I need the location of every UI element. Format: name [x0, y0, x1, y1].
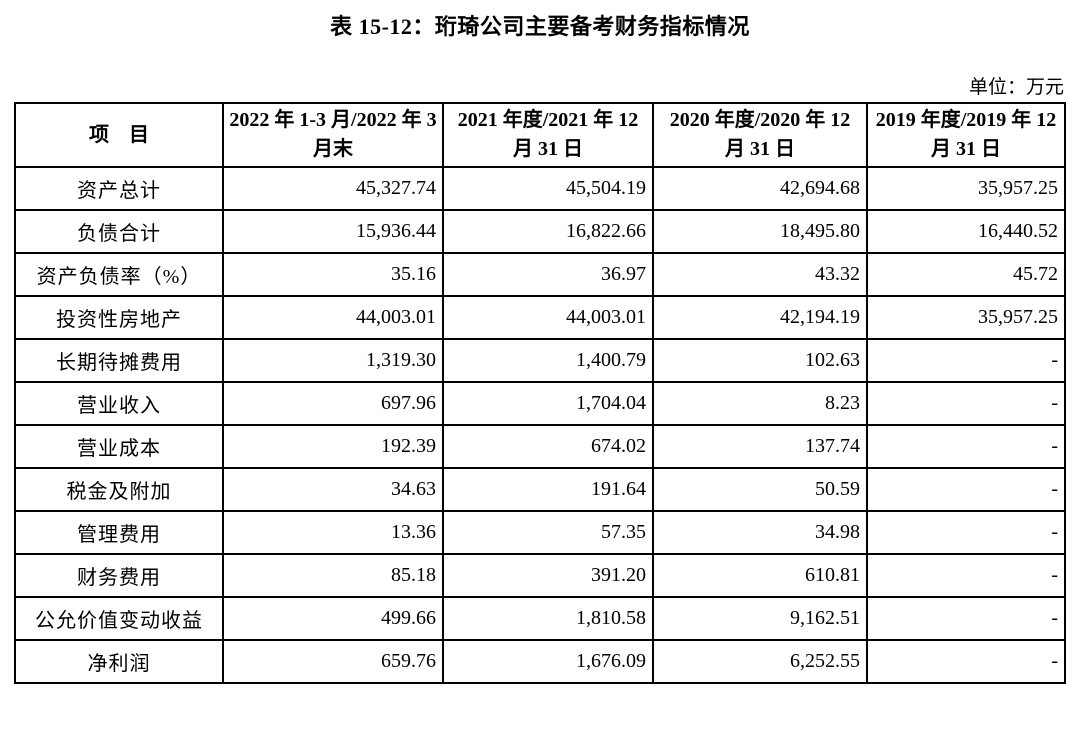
row-item-label: 公允价值变动收益: [14, 596, 224, 641]
cell-value: 15,936.44: [222, 209, 444, 254]
row-item-label: 净利润: [14, 639, 224, 684]
cell-value: 50.59: [652, 467, 868, 512]
cell-value: 35.16: [222, 252, 444, 297]
table-row: 营业成本 192.39 674.02 137.74 -: [14, 424, 1066, 469]
cell-value: 45.72: [866, 252, 1066, 297]
cell-value: 191.64: [442, 467, 654, 512]
cell-value: 36.97: [442, 252, 654, 297]
table-row: 长期待摊费用 1,319.30 1,400.79 102.63 -: [14, 338, 1066, 383]
table-row: 公允价值变动收益 499.66 1,810.58 9,162.51 -: [14, 596, 1066, 641]
header-period-2021: 2021 年度/2021 年 12 月 31 日: [442, 102, 654, 168]
cell-value: 34.63: [222, 467, 444, 512]
cell-value: 192.39: [222, 424, 444, 469]
cell-value: 16,440.52: [866, 209, 1066, 254]
header-period-2019: 2019 年度/2019 年 12 月 31 日: [866, 102, 1066, 168]
cell-value: 85.18: [222, 553, 444, 598]
cell-value: 610.81: [652, 553, 868, 598]
cell-value: 45,504.19: [442, 166, 654, 211]
row-item-label: 税金及附加: [14, 467, 224, 512]
row-item-label: 管理费用: [14, 510, 224, 555]
table-row: 净利润 659.76 1,676.09 6,252.55 -: [14, 639, 1066, 684]
cell-value: 1,676.09: [442, 639, 654, 684]
unit-note: 单位：万元: [968, 77, 1064, 98]
header-item: 项 目: [14, 102, 224, 168]
cell-value: 34.98: [652, 510, 868, 555]
cell-value: 1,810.58: [442, 596, 654, 641]
cell-value: 44,003.01: [222, 295, 444, 340]
table-header-row: 项 目 2022 年 1-3 月/2022 年 3 月末 2021 年度/202…: [14, 102, 1066, 168]
cell-value: -: [866, 639, 1066, 684]
row-item-label: 负债合计: [14, 209, 224, 254]
cell-value: 44,003.01: [442, 295, 654, 340]
table-row: 资产总计 45,327.74 45,504.19 42,694.68 35,95…: [14, 166, 1066, 211]
row-item-label: 营业成本: [14, 424, 224, 469]
table-row: 财务费用 85.18 391.20 610.81 -: [14, 553, 1066, 598]
cell-value: -: [866, 553, 1066, 598]
cell-value: 45,327.74: [222, 166, 444, 211]
cell-value: 1,704.04: [442, 381, 654, 426]
table-row: 资产负债率（%） 35.16 36.97 43.32 45.72: [14, 252, 1066, 297]
cell-value: -: [866, 510, 1066, 555]
table-row: 税金及附加 34.63 191.64 50.59 -: [14, 467, 1066, 512]
row-item-label: 长期待摊费用: [14, 338, 224, 383]
cell-value: 659.76: [222, 639, 444, 684]
cell-value: 1,400.79: [442, 338, 654, 383]
cell-value: -: [866, 467, 1066, 512]
header-period-2020: 2020 年度/2020 年 12 月 31 日: [652, 102, 868, 168]
cell-value: -: [866, 596, 1066, 641]
header-period-2022: 2022 年 1-3 月/2022 年 3 月末: [222, 102, 444, 168]
cell-value: 1,319.30: [222, 338, 444, 383]
row-item-label: 投资性房地产: [14, 295, 224, 340]
cell-value: 35,957.25: [866, 295, 1066, 340]
table-row: 营业收入 697.96 1,704.04 8.23 -: [14, 381, 1066, 426]
row-item-label: 财务费用: [14, 553, 224, 598]
table-title: 表 15-12：珩琦公司主要备考财务指标情况: [330, 14, 750, 39]
cell-value: 13.36: [222, 510, 444, 555]
cell-value: 674.02: [442, 424, 654, 469]
cell-value: 9,162.51: [652, 596, 868, 641]
cell-value: -: [866, 381, 1066, 426]
cell-value: 57.35: [442, 510, 654, 555]
financial-indicators-table: 项 目 2022 年 1-3 月/2022 年 3 月末 2021 年度/202…: [14, 102, 1066, 684]
cell-value: 137.74: [652, 424, 868, 469]
cell-value: 697.96: [222, 381, 444, 426]
cell-value: -: [866, 424, 1066, 469]
row-item-label: 资产总计: [14, 166, 224, 211]
row-item-label: 营业收入: [14, 381, 224, 426]
row-item-label: 资产负债率（%）: [14, 252, 224, 297]
table-row: 投资性房地产 44,003.01 44,003.01 42,194.19 35,…: [14, 295, 1066, 340]
cell-value: 6,252.55: [652, 639, 868, 684]
cell-value: 42,194.19: [652, 295, 868, 340]
table-row: 负债合计 15,936.44 16,822.66 18,495.80 16,44…: [14, 209, 1066, 254]
cell-value: 8.23: [652, 381, 868, 426]
cell-value: 102.63: [652, 338, 868, 383]
cell-value: 16,822.66: [442, 209, 654, 254]
cell-value: 43.32: [652, 252, 868, 297]
cell-value: 35,957.25: [866, 166, 1066, 211]
cell-value: -: [866, 338, 1066, 383]
cell-value: 499.66: [222, 596, 444, 641]
cell-value: 391.20: [442, 553, 654, 598]
cell-value: 42,694.68: [652, 166, 868, 211]
cell-value: 18,495.80: [652, 209, 868, 254]
table-row: 管理费用 13.36 57.35 34.98 -: [14, 510, 1066, 555]
